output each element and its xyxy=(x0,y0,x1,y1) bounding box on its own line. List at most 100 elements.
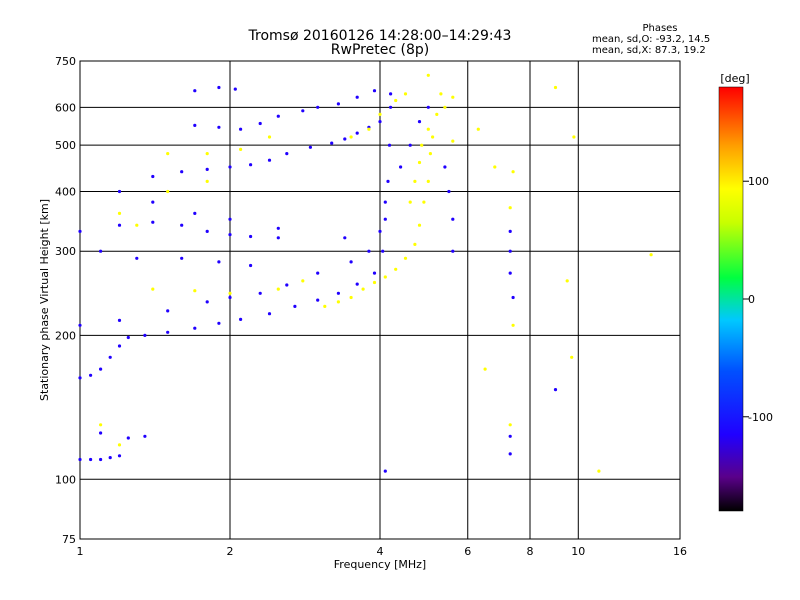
data-point xyxy=(426,127,430,131)
data-point xyxy=(143,434,147,438)
data-point xyxy=(355,282,359,286)
data-point xyxy=(451,139,455,143)
data-point xyxy=(108,355,112,359)
data-point xyxy=(336,300,340,304)
data-point xyxy=(143,333,147,337)
y-tick-label: 400 xyxy=(55,185,76,198)
data-point xyxy=(205,229,209,233)
data-point xyxy=(383,275,387,279)
data-point xyxy=(78,457,82,462)
data-point xyxy=(508,452,512,456)
data-point xyxy=(217,125,221,129)
data-point xyxy=(249,163,253,167)
colorbar-tick-label: 0 xyxy=(748,293,755,306)
data-point xyxy=(508,423,512,427)
data-point xyxy=(217,85,221,90)
data-point xyxy=(267,312,272,316)
data-point xyxy=(553,85,558,90)
data-point xyxy=(330,141,334,145)
chart-title: Tromsø 20160126 14:28:00–14:29:43 xyxy=(248,28,512,44)
data-point xyxy=(205,152,209,156)
data-point xyxy=(572,135,576,139)
colorbar-tick-label: 100 xyxy=(748,175,769,188)
data-point xyxy=(508,229,512,233)
data-point xyxy=(389,105,393,109)
data-point xyxy=(89,373,93,377)
data-point xyxy=(151,174,155,179)
data-point xyxy=(193,211,197,215)
colorbar xyxy=(718,86,744,512)
data-point xyxy=(78,323,82,327)
data-point xyxy=(249,234,253,239)
data-point xyxy=(267,135,272,139)
data-point xyxy=(276,114,280,118)
data-point xyxy=(205,167,209,171)
data-point xyxy=(276,236,280,240)
data-point xyxy=(316,271,320,275)
data-point xyxy=(451,217,455,221)
data-point xyxy=(378,112,382,116)
data-point xyxy=(276,226,280,230)
data-point xyxy=(117,189,122,194)
data-point xyxy=(420,143,424,147)
data-point xyxy=(117,223,122,227)
data-point xyxy=(316,298,320,302)
y-axis-label: Stationary phase Virtual Height [km] xyxy=(38,199,51,401)
data-point xyxy=(443,165,447,169)
data-point xyxy=(233,87,237,91)
data-point xyxy=(228,165,232,169)
data-point xyxy=(193,123,197,127)
data-point xyxy=(89,457,93,462)
data-point xyxy=(403,256,408,260)
data-point xyxy=(308,145,312,149)
data-point xyxy=(426,179,430,183)
data-point xyxy=(451,95,455,99)
colorbar-ticks: 100 0 -100 xyxy=(743,175,773,424)
data-point xyxy=(117,443,122,447)
data-point xyxy=(193,289,197,293)
data-point xyxy=(99,367,103,371)
data-point xyxy=(394,98,398,103)
x-tick-label: 16 xyxy=(673,545,687,558)
data-point xyxy=(387,143,392,147)
data-point xyxy=(99,249,103,253)
data-point xyxy=(343,137,347,141)
data-point xyxy=(258,291,262,295)
data-point xyxy=(408,200,412,204)
phases-title: Phases xyxy=(642,23,677,34)
data-point xyxy=(508,206,512,210)
data-point xyxy=(78,376,82,380)
data-point xyxy=(378,120,382,124)
data-point xyxy=(493,165,497,169)
data-point xyxy=(372,271,377,275)
data-point xyxy=(217,260,221,264)
data-point xyxy=(205,300,209,304)
x-tick-label: 10 xyxy=(571,545,585,558)
data-point xyxy=(389,92,393,96)
data-point xyxy=(508,434,512,438)
colorbar-tick-label: -100 xyxy=(748,411,773,424)
data-point xyxy=(239,147,243,151)
data-point xyxy=(355,131,359,135)
data-point xyxy=(483,367,487,371)
data-point xyxy=(117,454,122,458)
data-point xyxy=(180,256,184,260)
data-point xyxy=(426,105,430,109)
data-point xyxy=(117,211,122,215)
data-point xyxy=(267,158,272,162)
data-point xyxy=(428,152,432,156)
grid xyxy=(80,61,680,539)
data-point xyxy=(135,223,139,227)
data-point xyxy=(180,170,184,174)
data-point xyxy=(378,229,382,233)
data-point xyxy=(408,143,412,147)
data-point xyxy=(381,249,385,253)
data-point xyxy=(228,217,232,221)
data-point xyxy=(511,323,515,327)
data-point xyxy=(422,200,426,204)
data-point xyxy=(367,249,371,253)
data-points xyxy=(78,73,653,473)
y-tick-label: 300 xyxy=(55,245,76,258)
data-point xyxy=(301,279,305,283)
data-point xyxy=(99,423,103,427)
